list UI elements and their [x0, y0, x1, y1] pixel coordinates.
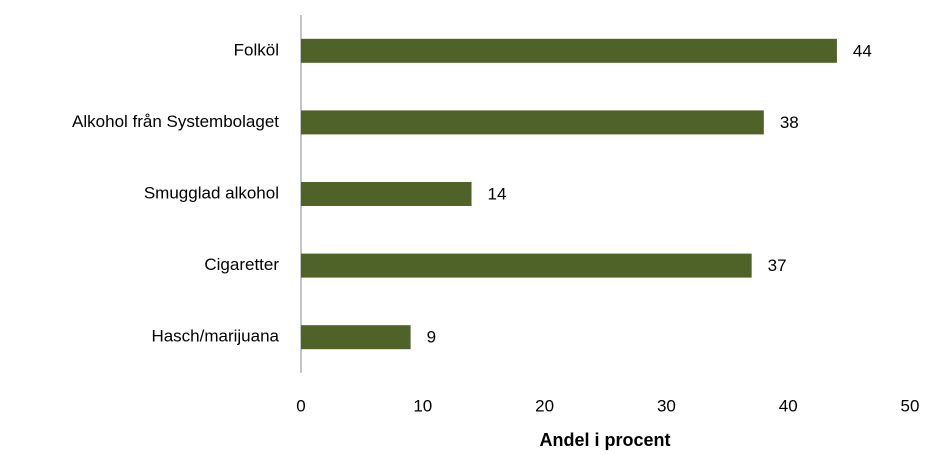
data-label: 9 [427, 328, 436, 347]
y-tick-label: Alkohol från Systembolaget [72, 112, 279, 131]
x-tick-label: 10 [413, 396, 432, 415]
y-tick-label: Hasch/marijuana [151, 327, 279, 346]
data-label: 14 [488, 184, 507, 203]
data-label: 44 [853, 41, 872, 60]
x-tick-label: 50 [901, 396, 920, 415]
x-axis-title: Andel i procent [539, 430, 670, 450]
x-tick-label: 40 [779, 396, 798, 415]
bar [301, 38, 837, 63]
data-label: 38 [780, 113, 799, 132]
x-tick-label: 20 [535, 396, 554, 415]
bar [301, 110, 764, 135]
y-tick-label: Smugglad alkohol [144, 183, 279, 202]
x-tick-label: 30 [657, 396, 676, 415]
bar [301, 253, 752, 278]
bar [301, 325, 411, 350]
y-tick-label: Cigaretter [204, 255, 279, 274]
data-label: 37 [768, 256, 787, 275]
y-tick-label: Folköl [234, 40, 279, 59]
x-tick-label: 0 [296, 396, 305, 415]
bar [301, 182, 472, 206]
